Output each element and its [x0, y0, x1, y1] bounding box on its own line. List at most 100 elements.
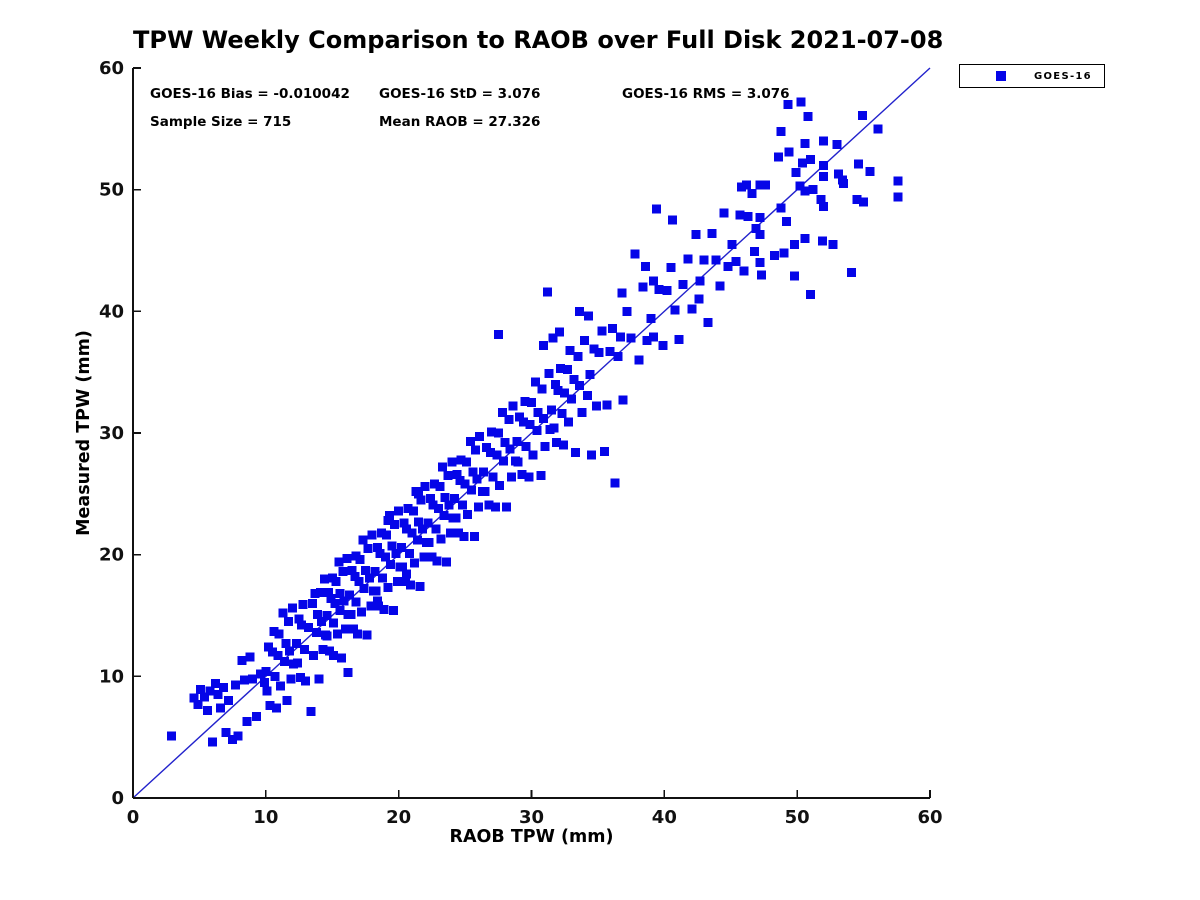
- scatter-point: [731, 256, 741, 266]
- x-tick-label: 40: [652, 807, 677, 828]
- scatter-point: [331, 576, 341, 586]
- scatter-point: [403, 503, 413, 513]
- scatter-point: [691, 230, 701, 240]
- identity-line: [132, 67, 931, 799]
- scatter-point: [666, 263, 676, 273]
- scatter-point: [546, 405, 556, 415]
- scatter-point: [520, 396, 530, 406]
- scatter-point: [271, 703, 281, 713]
- scatter-point: [364, 573, 374, 583]
- scatter-point: [345, 590, 355, 600]
- scatter-point: [356, 607, 366, 617]
- scatter-point: [262, 686, 272, 696]
- scatter-point: [303, 623, 313, 633]
- scatter-point: [392, 576, 402, 586]
- scatter-point: [443, 471, 453, 481]
- scatter-point: [269, 626, 279, 636]
- scatter-point: [577, 407, 587, 417]
- scatter-point: [279, 657, 289, 667]
- scatter-point: [832, 140, 842, 150]
- scatter-point: [224, 696, 234, 706]
- scatter-point: [703, 317, 713, 327]
- scatter-point: [317, 617, 327, 627]
- scatter-point: [602, 400, 612, 410]
- scatter-point: [196, 685, 206, 695]
- scatter-point: [265, 701, 275, 711]
- scatter-point: [366, 601, 376, 611]
- scatter-point: [803, 112, 813, 122]
- scatter-point: [248, 674, 258, 684]
- scatter-point: [508, 401, 518, 411]
- scatter-point: [294, 614, 304, 624]
- scatter-point: [315, 587, 325, 597]
- scatter-point: [375, 548, 385, 558]
- scatter-point: [670, 305, 680, 315]
- scatter-point: [481, 443, 491, 453]
- scatter-point: [488, 472, 498, 482]
- scatter-point: [391, 548, 401, 558]
- scatter-point: [436, 534, 446, 544]
- scatter-point: [335, 606, 345, 616]
- scatter-point: [723, 261, 733, 271]
- scatter-point: [287, 603, 297, 613]
- scatter-point: [444, 500, 454, 510]
- scatter-point: [428, 500, 438, 510]
- scatter-point: [380, 552, 390, 562]
- scatter-point: [774, 152, 784, 162]
- scatter-point: [556, 364, 566, 374]
- scatter-point: [396, 542, 406, 552]
- scatter-point: [790, 271, 800, 281]
- scatter-point: [654, 284, 664, 294]
- scatter-point: [800, 233, 810, 243]
- scatter-point: [808, 185, 818, 195]
- scatter-point: [263, 642, 273, 652]
- scatter-point: [859, 197, 869, 207]
- scatter-point: [865, 166, 875, 176]
- scatter-point: [479, 467, 489, 477]
- scatter-point: [501, 502, 511, 512]
- scatter-point: [453, 528, 463, 538]
- scatter-point: [438, 462, 448, 472]
- scatter-point: [537, 384, 547, 394]
- scatter-point: [383, 516, 393, 526]
- scatter-point: [210, 679, 220, 689]
- scatter-point: [230, 680, 240, 690]
- scatter-point: [329, 618, 339, 628]
- scatter-point: [383, 583, 393, 593]
- y-tick-label: 10: [99, 666, 124, 687]
- scatter-point: [323, 587, 333, 597]
- scatter-point: [662, 286, 672, 296]
- scatter-point: [376, 528, 386, 538]
- scatter-point: [449, 494, 459, 504]
- scatter-point: [797, 158, 807, 168]
- scatter-point: [295, 673, 305, 683]
- scatter-point: [751, 224, 761, 234]
- scatter-point: [817, 236, 827, 246]
- scatter-point: [387, 541, 397, 551]
- scatter-point: [711, 255, 721, 265]
- scatter-point: [755, 230, 765, 240]
- scatter-point: [285, 646, 295, 656]
- scatter-point: [873, 124, 883, 134]
- scatter-point: [893, 176, 903, 186]
- scatter-point: [816, 194, 826, 204]
- y-tick-label: 0: [111, 788, 124, 809]
- scatter-point: [430, 479, 440, 489]
- scatter-point: [519, 417, 529, 427]
- scatter-point: [379, 604, 389, 614]
- scatter-point: [755, 180, 765, 190]
- chart-title: TPW Weekly Comparison to RAOB over Full …: [133, 26, 944, 54]
- scatter-point: [343, 668, 353, 678]
- scatter-point: [715, 281, 725, 291]
- scatter-point: [283, 617, 293, 627]
- y-tick-label: 60: [99, 58, 124, 79]
- scatter-point: [418, 524, 428, 534]
- scatter-point: [622, 306, 632, 316]
- scatter-point: [564, 417, 574, 427]
- scatter-point: [352, 629, 362, 639]
- scatter-point: [852, 194, 862, 204]
- scatter-point: [630, 249, 640, 259]
- scatter-point: [346, 609, 356, 619]
- scatter-point: [562, 365, 572, 375]
